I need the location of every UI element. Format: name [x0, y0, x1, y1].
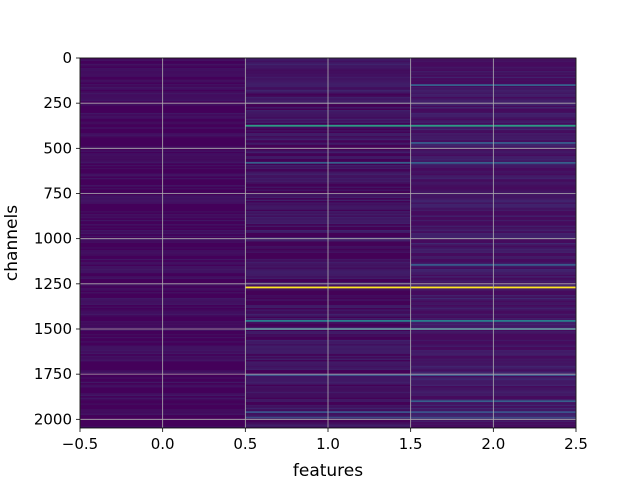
y-tick-label: 750	[43, 184, 72, 202]
grid-lines	[79, 57, 577, 428]
y-tick-label: 1750	[34, 365, 72, 383]
x-tick-label: 2.0	[481, 435, 505, 453]
y-tick-label: 0	[62, 49, 72, 67]
y-tick-label: 1500	[34, 320, 72, 338]
x-tick-label: −0.5	[62, 435, 98, 453]
y-tick-label: 1000	[34, 230, 72, 248]
x-tick-label: 1.5	[399, 435, 423, 453]
x-tick-label: 0.5	[233, 435, 257, 453]
y-tick-label: 2000	[34, 410, 72, 428]
y-tick-label: 500	[43, 139, 72, 157]
y-axis-label: channels	[2, 205, 22, 281]
y-tick-label: 1250	[34, 275, 72, 293]
x-axis-label: features	[293, 461, 363, 480]
x-tick-label: 2.5	[564, 435, 588, 453]
x-tick-label: 0.0	[151, 435, 175, 453]
x-tick-label: 1.0	[316, 435, 340, 453]
y-tick-label: 250	[43, 94, 72, 112]
x-axis-ticks: −0.5 0.0 0.5 1.0 1.5 2.0 2.5	[62, 428, 588, 453]
y-axis-ticks: 0 250 500 750 1000 1250 1500 1750 2000	[34, 49, 80, 428]
